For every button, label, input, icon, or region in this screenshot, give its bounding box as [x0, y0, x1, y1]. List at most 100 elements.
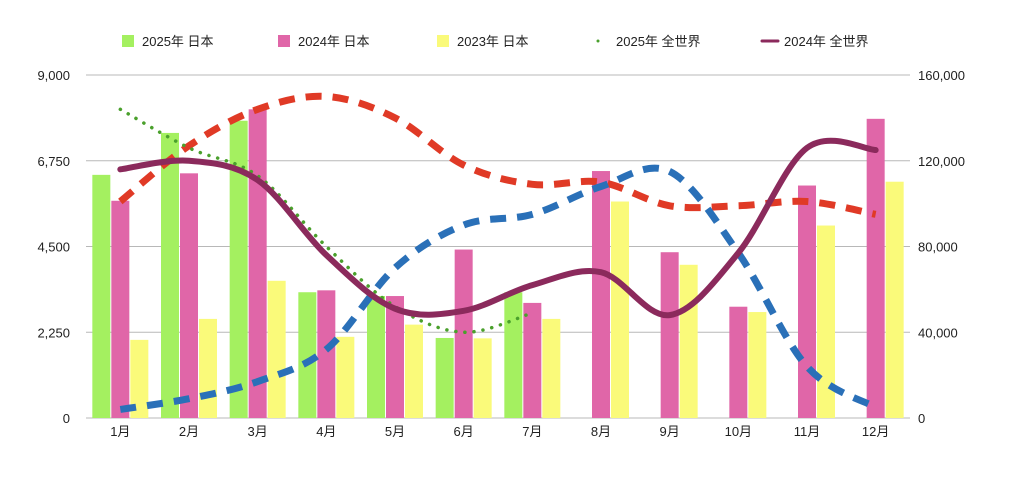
y-left-tick-label: 0 — [63, 411, 70, 426]
bar — [161, 132, 179, 418]
series-point — [532, 312, 533, 313]
series-point — [120, 109, 121, 110]
legend-label: 2025年 日本 — [142, 34, 214, 49]
bar — [336, 336, 355, 418]
y-left-tick-label: 2,250 — [37, 325, 70, 340]
y-left-tick-label: 9,000 — [37, 68, 70, 83]
bar — [523, 302, 542, 418]
series-point — [189, 145, 190, 146]
bar — [92, 174, 111, 418]
bar — [798, 185, 816, 418]
legend-swatch — [596, 39, 600, 43]
bar — [367, 296, 385, 418]
series-point — [669, 315, 670, 316]
series-point — [257, 109, 258, 110]
bar — [180, 173, 198, 418]
series-point — [120, 201, 121, 202]
y-right-tick-label: 80,000 — [918, 240, 958, 255]
y-left-tick-label: 4,500 — [37, 240, 70, 255]
x-tick-label: 1月 — [110, 424, 130, 439]
x-tick-label: 3月 — [248, 424, 268, 439]
series-point — [738, 252, 739, 253]
x-tick-label: 7月 — [522, 424, 542, 439]
series-point — [463, 165, 464, 166]
legend-swatch — [278, 35, 290, 47]
bar — [454, 249, 473, 418]
legend-swatch — [122, 35, 134, 47]
series-point — [807, 201, 808, 202]
series-point — [601, 272, 602, 273]
bar — [866, 118, 885, 419]
series-point — [257, 180, 258, 181]
series-point — [189, 147, 190, 148]
series-point — [120, 169, 121, 170]
legend-label: 2024年 日本 — [298, 34, 370, 49]
x-tick-label: 9月 — [660, 424, 680, 439]
series-point — [395, 308, 396, 309]
series-point — [326, 349, 327, 350]
series-point — [395, 117, 396, 118]
series-line — [118, 107, 535, 335]
series-point — [669, 171, 670, 172]
x-tick-label: 12月 — [862, 424, 889, 439]
bar — [817, 225, 835, 418]
series-point — [463, 332, 464, 333]
legend: 2025年 日本 2024年 日本 2023年 日本 2025年 全世界 2024年 全… — [122, 34, 869, 49]
series-point — [532, 285, 533, 286]
series-point — [807, 366, 808, 367]
x-tick-label: 6月 — [454, 424, 474, 439]
x-tick-label: 2月 — [179, 424, 199, 439]
axes: 0 2,250 4,500 6,750 9,000 0 40,000 80,000 120,00… — [37, 68, 965, 439]
bar — [298, 292, 317, 418]
x-tick-label: 4月 — [316, 424, 336, 439]
gridlines — [86, 74, 910, 419]
bar — [111, 200, 130, 418]
bar — [267, 280, 286, 418]
bar — [473, 338, 492, 418]
bar — [405, 324, 423, 418]
y-right-tick-label: 0 — [918, 411, 925, 426]
series-point — [601, 186, 602, 187]
bar — [611, 201, 629, 418]
lines — [117, 92, 879, 413]
bar — [435, 337, 454, 418]
bar — [199, 318, 217, 418]
bar — [386, 296, 404, 418]
series-point — [257, 175, 258, 176]
bar — [504, 292, 523, 418]
x-tick-label: 10月 — [725, 424, 752, 439]
bar — [679, 264, 698, 418]
series-line — [119, 164, 878, 413]
x-tick-label: 5月 — [385, 424, 405, 439]
bar — [885, 181, 904, 418]
series-line — [118, 92, 877, 218]
series-point — [120, 409, 121, 410]
x-tick-label: 8月 — [591, 424, 611, 439]
bar — [660, 252, 679, 418]
bar — [729, 306, 748, 418]
y-right-tick-label: 40,000 — [918, 325, 958, 340]
legend-swatch — [437, 35, 449, 47]
series-point — [875, 407, 876, 408]
series-line — [117, 137, 879, 319]
series-point — [326, 96, 327, 97]
series-point — [257, 381, 258, 382]
series-point — [189, 160, 190, 161]
bar — [748, 312, 767, 418]
series-point — [395, 267, 396, 268]
series-point — [326, 246, 327, 247]
x-tick-label: 11月 — [794, 424, 821, 439]
bar — [229, 120, 248, 418]
series-point — [532, 214, 533, 215]
series-point — [875, 150, 876, 151]
series-point — [807, 147, 808, 148]
bars — [92, 109, 904, 419]
bar — [248, 109, 267, 419]
y-left-tick-label: 6,750 — [37, 154, 70, 169]
legend-label: 2023年 日本 — [457, 34, 529, 49]
bar — [542, 318, 561, 418]
bar — [130, 339, 149, 418]
bar — [317, 290, 336, 418]
